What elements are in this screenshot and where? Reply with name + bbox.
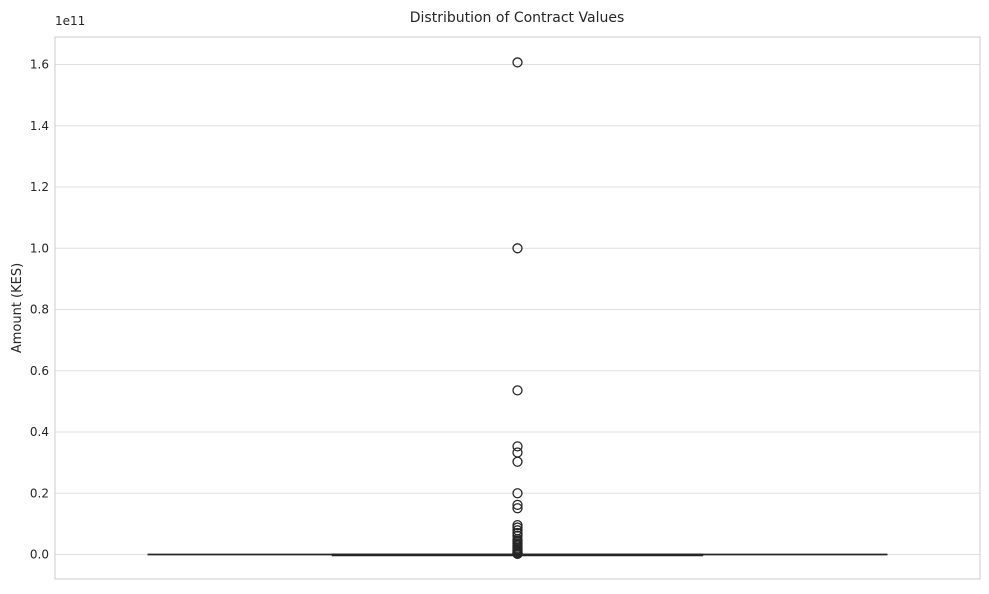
outlier-point (512, 522, 523, 533)
y-axis-label: Amount (KES) (10, 263, 25, 353)
y-tick-label: 1.4 (30, 119, 49, 133)
y-tick-label: 1.2 (30, 180, 49, 194)
y-tick-label: 1.6 (30, 58, 49, 72)
outlier-point (512, 488, 523, 499)
y-tick-label: 0.4 (30, 425, 49, 439)
outlier-point (512, 57, 523, 68)
outlier-point (512, 441, 523, 452)
outlier-point (512, 548, 523, 560)
y-tick-label: 0.0 (30, 548, 49, 562)
y-tick-labels: 0.0 0.2 0.4 0.6 0.8 1.0 1.2 1.4 1.6 (30, 58, 49, 562)
outlier-point (512, 385, 523, 396)
y-offset-label: 1e11 (55, 14, 85, 28)
outlier-point (512, 503, 523, 514)
outlier-point (512, 499, 523, 511)
y-tick-label: 1.0 (30, 241, 49, 255)
chart-title: Distribution of Contract Values (410, 10, 624, 26)
y-tick-label: 0.2 (30, 486, 49, 500)
outlier-points (512, 57, 523, 560)
y-tick-label: 0.6 (30, 364, 49, 378)
y-tick-label: 0.8 (30, 303, 49, 317)
outlier-point (512, 243, 523, 254)
plot-frame (54, 36, 981, 580)
outlier-point (512, 456, 523, 467)
